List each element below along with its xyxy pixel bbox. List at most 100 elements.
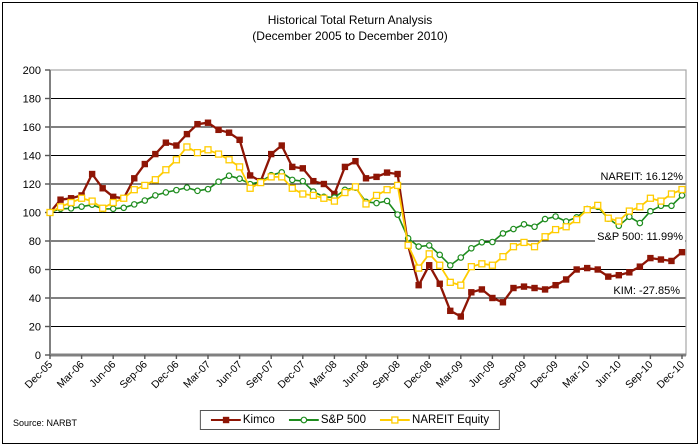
data-point [509,243,518,251]
x-tick-label: Dec-08 [402,359,435,392]
x-tick-label: Dec-07 [275,359,308,392]
data-point [626,213,633,221]
annotation-kim-return: KIM: -27.85% [611,285,682,297]
data-point [330,197,339,205]
data-point [552,281,559,289]
data-point [204,146,212,154]
series-line-nareit-equity [49,145,683,287]
data-point [299,177,307,185]
data-point [204,185,212,193]
data-point [404,241,412,249]
data-point [488,261,497,269]
y-tick-label: 0 [35,350,41,362]
legend-item-sp500: S&P 500 [288,414,366,426]
x-tick-label: Sep-08 [370,359,403,392]
data-point [510,284,517,292]
data-point [99,185,106,192]
data-point [530,243,539,251]
data-point [394,170,401,178]
legend-label-nareit: NAREIT Equity [412,414,490,426]
data-point [657,197,665,205]
x-tick-label: Jun-08 [340,359,371,390]
data-point [236,175,243,183]
data-point [541,233,549,241]
data-point [320,194,328,202]
chart-title: Historical Total Return Analysis [267,13,433,27]
data-point [551,225,560,234]
x-tick-label: Sep-07 [244,359,277,392]
data-point [552,213,559,220]
legend-label-kimco: Kimco [242,414,275,426]
data-point [625,207,633,215]
data-point [394,211,401,218]
data-point [109,198,117,207]
data-point [204,119,212,126]
data-point [520,283,528,290]
x-tick-label: Mar-07 [181,359,213,391]
x-tick-label: Sep-06 [117,359,150,392]
data-point [678,185,686,194]
data-point [131,175,138,182]
data-point [647,254,654,262]
y-tick-label: 200 [23,65,41,77]
data-point [120,204,128,212]
data-point [225,172,233,180]
data-point [215,178,222,186]
data-point [457,254,465,261]
data-point [436,261,444,269]
x-tick-label: Dec-10 [655,359,688,392]
data-point [141,197,149,204]
data-point [489,294,496,302]
y-tick-label: 80 [29,236,41,248]
data-point [67,205,75,212]
data-point [152,150,159,158]
data-point [109,205,117,213]
data-point [499,299,507,306]
data-point [77,194,86,202]
y-tick-label: 180 [23,94,41,106]
data-point [636,263,644,270]
x-tick-label: Mar-09 [434,359,466,391]
data-point [288,184,296,192]
data-point [667,190,676,198]
data-point [88,197,96,205]
data-point [246,172,254,179]
data-point [510,225,517,233]
data-point [141,160,148,168]
data-point [235,163,244,171]
x-tick-label: Sep-10 [623,359,656,392]
data-point [341,188,349,197]
data-point [520,238,528,247]
data-point [573,266,580,273]
series-line-kimco [49,121,683,318]
data-point [183,143,191,151]
data-point [130,186,138,194]
data-point [257,178,265,187]
data-point [562,223,570,231]
data-point [46,208,54,217]
y-tick-label: 120 [23,179,41,191]
y-tick-label: 60 [29,265,41,277]
data-point [584,264,591,272]
data-point [278,173,286,181]
data-point [668,257,675,265]
data-point [657,256,665,263]
annotation-nareit-return: NAREIT: 16.12% [598,171,685,183]
x-tick-label: Jun-09 [466,359,497,390]
data-point [636,203,644,211]
x-tick-label: Dec-05 [23,359,56,392]
data-point [194,187,201,195]
data-point [152,192,159,199]
data-point [531,223,538,231]
data-point [331,190,338,198]
data-point [478,238,486,246]
data-point [393,181,402,190]
data-point [225,156,233,164]
data-point [78,203,85,210]
data-point [373,199,380,207]
data-point [267,173,275,181]
data-point [426,262,433,269]
chart-subtitle: (December 2005 to December 2010) [252,29,448,43]
x-tick-label: Dec-06 [149,359,182,392]
